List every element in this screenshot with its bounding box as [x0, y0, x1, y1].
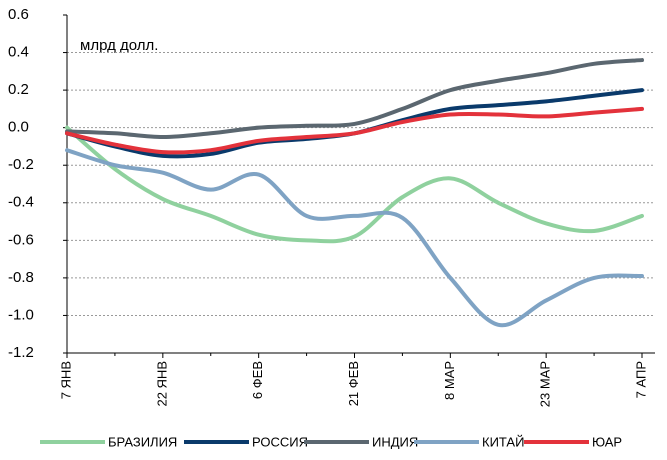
y-tick-label: 0.2 — [8, 81, 29, 98]
series-line — [65, 125, 644, 244]
y-tick-label: -0.2 — [8, 156, 34, 173]
series-line — [65, 58, 644, 140]
y-tick-label: -0.6 — [8, 231, 34, 248]
y-tick-label: 0.6 — [8, 6, 29, 23]
series-line — [65, 106, 644, 155]
x-tick-label: 7 ЯНВ — [58, 361, 73, 399]
x-tick-label: 6 ФЕВ — [250, 361, 265, 399]
legend-label: РОССИЯ — [252, 434, 308, 449]
legend-label: ЮАР — [592, 434, 622, 449]
x-tick-label: 21 ФЕВ — [346, 361, 361, 406]
series-line — [65, 148, 644, 328]
legend-label: КИТАЙ — [482, 434, 524, 449]
x-tick-label: 22 ЯНВ — [154, 361, 169, 407]
y-tick-label: 0.0 — [8, 119, 29, 136]
y-tick-label: -1.2 — [8, 344, 34, 361]
y-tick-label: 0.4 — [8, 44, 29, 61]
y-tick-label: -0.8 — [8, 269, 34, 286]
annotation: млрд долл. — [80, 37, 158, 54]
x-tick-label: 8 МАР — [442, 361, 457, 400]
legend-label: БРАЗИЛИЯ — [108, 434, 177, 449]
x-tick-label: 23 МАР — [538, 361, 553, 407]
y-tick-label: -0.4 — [8, 194, 34, 211]
y-tick-label: -1.0 — [8, 306, 34, 323]
legend-label: ИНДИЯ — [372, 434, 418, 449]
x-tick-label: 7 АПР — [633, 361, 648, 398]
